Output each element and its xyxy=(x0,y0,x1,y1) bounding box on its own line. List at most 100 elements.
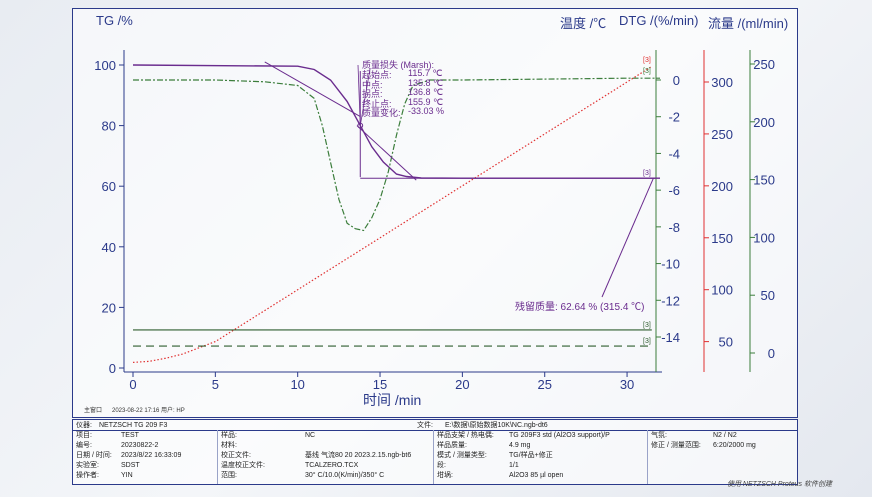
info-field-value: 2023/8/22 16:33:09 xyxy=(121,452,182,459)
curve-marker-label: [3] xyxy=(643,57,651,64)
info-field-label: 材料: xyxy=(221,442,237,449)
info-field-label: 气氛: xyxy=(651,432,667,439)
midpoint-marker xyxy=(357,122,364,129)
annotation-row-label: 起始点: xyxy=(362,70,392,80)
temp-tick-label: 250 xyxy=(711,127,733,142)
info-field-value: 30° C/10.0(K/min)/350° C xyxy=(305,472,385,479)
info-field-label: 实验室: xyxy=(76,462,99,469)
tg-tick-label: 40 xyxy=(102,240,116,255)
info-field-label: 日期 / 时间: xyxy=(76,452,112,459)
main-window-label: 主窗口 xyxy=(84,408,103,414)
info-field-value: 20230822-2 xyxy=(121,442,159,449)
annotation-row-value: 135.8 ℃ xyxy=(408,77,444,88)
instrument-value: NETZSCH TG 209 F3 xyxy=(99,422,168,429)
dtg-tick-label: -2 xyxy=(668,110,680,125)
x-tick-label: 30 xyxy=(620,377,634,392)
info-field-label: 温度校正文件: xyxy=(221,462,265,469)
annotation-title: 质量损失 (Marsh): xyxy=(362,60,435,70)
dtg-tick-label: -8 xyxy=(668,220,680,235)
temp-tick-label: 300 xyxy=(711,75,733,90)
info-field-label: 操作者: xyxy=(76,472,99,479)
dtg-tick-label: -12 xyxy=(661,293,680,308)
info-separator xyxy=(73,430,797,431)
temp-tick-label: 50 xyxy=(719,335,733,350)
info-field-label: 校正文件: xyxy=(221,452,251,459)
flow-tick-label: 100 xyxy=(753,230,775,245)
dtg-tick-label: 0 xyxy=(673,73,680,88)
info-field-label: 模式 / 测量类型: xyxy=(437,452,487,459)
temp-tick-label: 150 xyxy=(711,231,733,246)
x-tick-label: 20 xyxy=(455,377,469,392)
annotation-row-value: 115.7 ℃ xyxy=(408,68,443,78)
x-tick-label: 25 xyxy=(537,377,551,392)
tg-tick-label: 0 xyxy=(109,361,116,376)
curve-marker-label: [3] xyxy=(643,68,651,75)
curve-marker-label: [3] xyxy=(643,170,651,177)
tg-axis-title: TG /% xyxy=(96,13,133,28)
series-temp-line xyxy=(132,65,653,363)
dtg-axis-title: DTG /(%/min) xyxy=(619,13,699,28)
x-tick-label: 5 xyxy=(212,377,219,392)
flow-axis-title: 流量 /(ml/min) xyxy=(708,16,789,31)
info-field-label: 样品质量: xyxy=(437,442,467,449)
annotation-row-label: 中点: xyxy=(362,79,383,90)
tg-tick-label: 100 xyxy=(94,58,116,73)
info-field-value: TEST xyxy=(121,432,139,439)
measurement-info-panel: 仪器: NETZSCH TG 209 F3 文件: E:\数据\原始数据10K\… xyxy=(72,419,798,485)
dtg-tick-label: -6 xyxy=(668,183,680,198)
annotation-leader-1 xyxy=(359,67,371,126)
temp-tick-label: 100 xyxy=(711,283,733,298)
curve-marker-label: [3] xyxy=(643,338,651,345)
info-field-value: SDST xyxy=(121,462,140,469)
info-field-value: N2 / N2 xyxy=(713,432,737,439)
file-label: 文件: xyxy=(417,422,433,429)
info-column-divider xyxy=(217,430,218,484)
temp-tick-label: 200 xyxy=(711,179,733,194)
annotation-row-label: 拐点: xyxy=(362,89,383,99)
tg-tick-label: 80 xyxy=(102,119,116,134)
info-field-value: 1/1 xyxy=(509,462,519,469)
info-field-label: 样品: xyxy=(221,432,237,439)
dtg-tick-label: -4 xyxy=(668,146,680,161)
flow-tick-label: 50 xyxy=(761,288,775,303)
footer-credit: 使用 NETZSCH Proteus 软件创建 xyxy=(726,481,832,488)
tg-tick-label: 20 xyxy=(102,300,116,315)
annotation-row-label: 质量变化: xyxy=(362,108,401,118)
inflection-tangent-line xyxy=(356,125,417,181)
curve-marker-label: [3] xyxy=(643,322,651,329)
annotation-row-value: -33.03 % xyxy=(408,106,445,116)
flow-tick-label: 200 xyxy=(753,115,775,130)
info-field-value: 6:20/2000 mg xyxy=(713,442,756,449)
annotation-row-label: 终止点: xyxy=(362,98,392,109)
annotation-row-value: 136.8 ℃ xyxy=(408,87,444,97)
flow-tick-label: 250 xyxy=(753,57,775,72)
residual-mass-label: 残留质量: 62.64 % (315.4 ℃) xyxy=(515,302,645,313)
dtg-tick-label: -14 xyxy=(661,330,680,345)
info-field-label: 样品支架 / 热电偶: xyxy=(437,432,494,439)
info-field-value: YIN xyxy=(121,472,133,479)
flow-tick-label: 0 xyxy=(768,346,775,361)
info-field-label: 编号: xyxy=(76,442,92,449)
x-tick-label: 15 xyxy=(373,377,387,392)
x-tick-label: 0 xyxy=(129,377,136,392)
temp-axis-title: 温度 /℃ xyxy=(560,16,607,31)
info-field-value: NC xyxy=(305,432,316,439)
tg-tick-label: 60 xyxy=(102,179,116,194)
series-dtg-line xyxy=(133,77,660,232)
info-field-label: 坩埚: xyxy=(437,472,453,479)
timestamp-label: 2023-08-22 17:16 用户: HP xyxy=(112,408,185,414)
info-column-divider xyxy=(647,430,648,484)
instrument-label: 仪器: xyxy=(76,422,92,429)
info-field-value: TCALZERO.TCX xyxy=(305,462,359,469)
x-axis-title: 时间 /min xyxy=(363,392,422,408)
x-tick-label: 10 xyxy=(290,377,304,392)
info-field-label: 范围: xyxy=(221,472,237,479)
info-field-value: TG 209F3 std (Al2O3 support)/P xyxy=(509,432,610,439)
flow-tick-label: 150 xyxy=(753,173,775,188)
info-field-value: Al2O3 85 µl open xyxy=(509,472,564,479)
info-field-label: 段: xyxy=(437,462,446,469)
info-column-divider xyxy=(433,430,434,484)
series-tg-line xyxy=(132,64,660,179)
file-value: E:\数据\原始数据10K\NC.ngb-dt6 xyxy=(445,422,548,429)
